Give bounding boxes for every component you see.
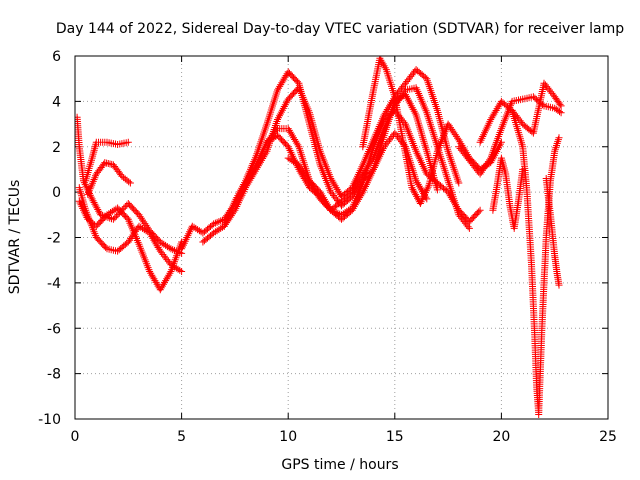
series-track-3 bbox=[75, 113, 186, 257]
series-track-15 bbox=[542, 175, 563, 289]
y-tick-label: -2 bbox=[47, 231, 61, 247]
series-track-13 bbox=[476, 79, 565, 146]
y-tick-label: -6 bbox=[47, 321, 61, 337]
x-axis-label: GPS time / hours bbox=[281, 457, 398, 473]
x-tick-label: 0 bbox=[71, 429, 80, 445]
y-axis-ticks: -10 -8 -6 -4 -2 0 2 4 6 bbox=[38, 49, 608, 428]
y-tick-label: 4 bbox=[52, 94, 61, 110]
x-tick-label: 10 bbox=[279, 429, 297, 445]
y-tick-label: -10 bbox=[38, 412, 61, 428]
chart-title: Day 144 of 2022, Sidereal Day-to-day VTE… bbox=[56, 21, 624, 37]
y-tick-label: -4 bbox=[47, 276, 61, 292]
series-track-5 bbox=[84, 159, 134, 198]
y-tick-label: 6 bbox=[52, 49, 61, 65]
grid bbox=[75, 56, 608, 419]
y-tick-label: -8 bbox=[47, 367, 61, 383]
y-tick-label: 2 bbox=[52, 140, 61, 156]
series-track-16 bbox=[489, 154, 527, 232]
x-tick-label: 15 bbox=[386, 429, 404, 445]
x-tick-label: 5 bbox=[177, 429, 186, 445]
x-axis-ticks: 0 5 10 15 20 25 bbox=[71, 56, 617, 445]
series-track-4 bbox=[82, 138, 132, 185]
x-tick-label: 25 bbox=[599, 429, 617, 445]
y-tick-label: 0 bbox=[52, 185, 61, 201]
series-track-12 bbox=[455, 93, 565, 178]
x-tick-label: 20 bbox=[492, 429, 510, 445]
y-axis-label: SDTVAR / TECUs bbox=[7, 180, 23, 295]
plot-frame bbox=[74, 55, 609, 420]
data-points bbox=[75, 56, 565, 418]
